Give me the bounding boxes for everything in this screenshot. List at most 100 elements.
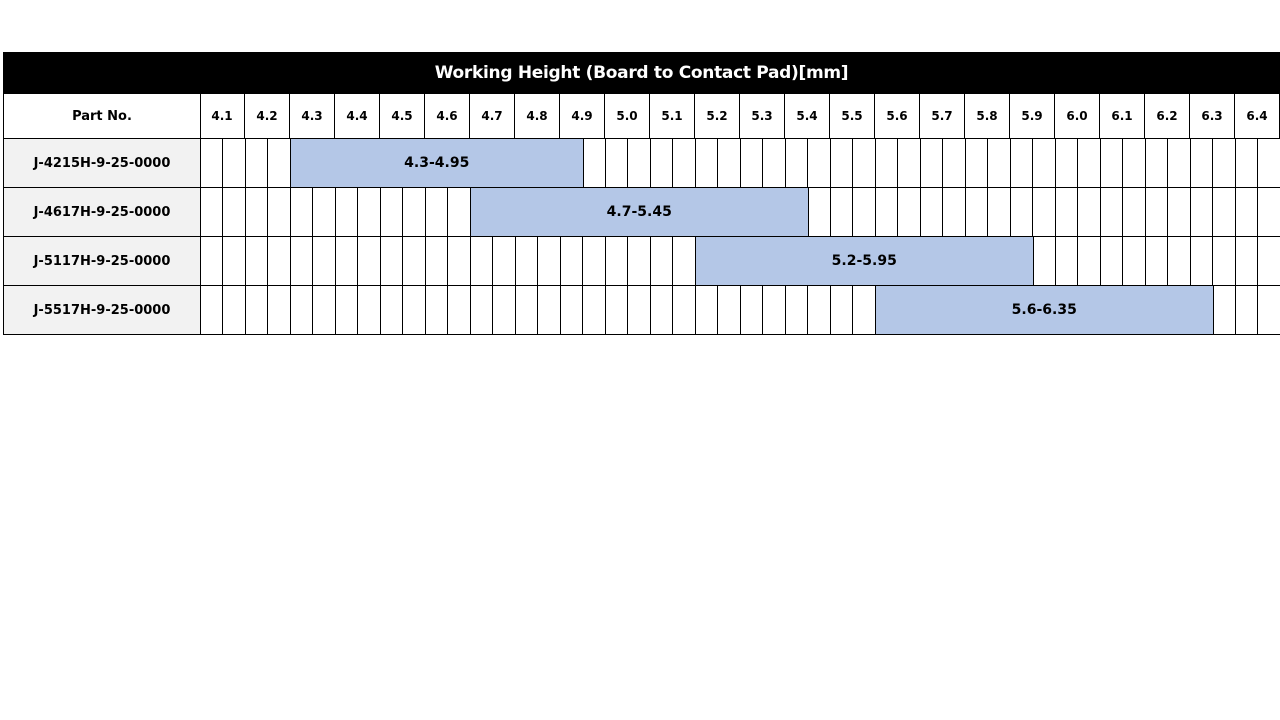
grid-cell	[560, 286, 583, 335]
grid-cell	[222, 286, 246, 335]
grid-cell	[627, 286, 651, 335]
grid-cell	[1032, 188, 1056, 237]
grid-cell	[267, 237, 291, 286]
column-header-6.2: 6.2	[1145, 94, 1190, 139]
grid-cell	[492, 237, 516, 286]
grid-cell	[1212, 286, 1236, 335]
grid-cell	[1235, 237, 1258, 286]
part-number-cell: J-5117H-9-25-0000	[3, 237, 201, 286]
grid-cell	[762, 286, 786, 335]
grid-cell	[897, 188, 921, 237]
grid-cell	[807, 139, 831, 188]
grid-cell	[200, 188, 223, 237]
column-header-5.5: 5.5	[830, 94, 875, 139]
grid-cell	[785, 139, 808, 188]
grid-cell	[245, 188, 268, 237]
grid-cell	[222, 139, 246, 188]
grid-cell	[1077, 237, 1101, 286]
column-header-4.2: 4.2	[245, 94, 290, 139]
column-header-4.5: 4.5	[380, 94, 425, 139]
grid-cell	[357, 286, 381, 335]
grid-cell	[1235, 286, 1258, 335]
working-height-table: Working Height (Board to Contact Pad)[mm…	[3, 52, 1280, 335]
grid-cell	[695, 139, 718, 188]
grid-cell	[852, 188, 876, 237]
grid-cell	[627, 139, 651, 188]
grid-cell	[695, 286, 718, 335]
grid-cell	[1212, 237, 1236, 286]
grid-cell	[1122, 237, 1146, 286]
column-header-4.3: 4.3	[290, 94, 335, 139]
column-header-6.3: 6.3	[1190, 94, 1235, 139]
grid-cell	[1190, 139, 1213, 188]
grid-cell	[447, 237, 471, 286]
grid-cell	[312, 188, 336, 237]
grid-cell	[852, 139, 876, 188]
grid-cell	[1010, 139, 1033, 188]
grid-cell	[1167, 188, 1191, 237]
grid-cell	[627, 237, 651, 286]
column-header-4.4: 4.4	[335, 94, 380, 139]
column-header-5.3: 5.3	[740, 94, 785, 139]
grid-cell	[807, 286, 831, 335]
grid-cell	[650, 237, 673, 286]
grid-cell	[425, 188, 448, 237]
grid-cell	[1122, 188, 1146, 237]
grid-cell	[1055, 237, 1078, 286]
grid-cell	[492, 286, 516, 335]
grid-cell	[402, 237, 426, 286]
grid-cell	[357, 188, 381, 237]
grid-cell	[1122, 139, 1146, 188]
table-title: Working Height (Board to Contact Pad)[mm…	[3, 52, 1280, 94]
grid-cell	[830, 139, 853, 188]
grid-cell	[582, 286, 606, 335]
grid-cell	[267, 139, 291, 188]
grid-cell	[582, 139, 606, 188]
grid-cell	[222, 237, 246, 286]
grid-cell	[312, 286, 336, 335]
column-header-5.6: 5.6	[875, 94, 920, 139]
grid-cell	[267, 286, 291, 335]
column-header-5.0: 5.0	[605, 94, 650, 139]
grid-cell	[920, 188, 943, 237]
grid-cell	[402, 286, 426, 335]
grid-cell	[1257, 188, 1280, 237]
column-header-6.1: 6.1	[1100, 94, 1145, 139]
grid-cell	[987, 139, 1011, 188]
grid-cell	[1100, 237, 1123, 286]
grid-cell	[1257, 139, 1280, 188]
column-header-4.1: 4.1	[200, 94, 245, 139]
grid-cell	[582, 237, 606, 286]
grid-cell	[987, 188, 1011, 237]
grid-cell	[965, 139, 988, 188]
grid-cell	[605, 286, 628, 335]
grid-cell	[875, 188, 898, 237]
grid-cell	[1190, 237, 1213, 286]
grid-cell	[650, 286, 673, 335]
grid-cell	[830, 286, 853, 335]
grid-cell	[785, 286, 808, 335]
grid-cell	[560, 237, 583, 286]
grid-cell	[897, 139, 921, 188]
grid-cell	[245, 237, 268, 286]
grid-cell	[470, 286, 493, 335]
grid-cell	[1235, 139, 1258, 188]
grid-cell	[1212, 139, 1236, 188]
grid-cell	[875, 139, 898, 188]
grid-cell	[650, 139, 673, 188]
grid-cell	[1257, 237, 1280, 286]
grid-cell	[447, 188, 471, 237]
grid-cell	[1077, 188, 1101, 237]
grid-cell	[1167, 237, 1191, 286]
grid-cell	[312, 237, 336, 286]
part-number-cell: J-4215H-9-25-0000	[3, 139, 201, 188]
column-header-4.9: 4.9	[560, 94, 605, 139]
grid-cell	[380, 286, 403, 335]
grid-cell	[740, 286, 763, 335]
grid-cell	[1145, 188, 1168, 237]
grid-cell	[605, 237, 628, 286]
grid-cell	[1032, 237, 1056, 286]
grid-cell	[290, 188, 313, 237]
grid-cell	[1235, 188, 1258, 237]
grid-cell	[357, 237, 381, 286]
